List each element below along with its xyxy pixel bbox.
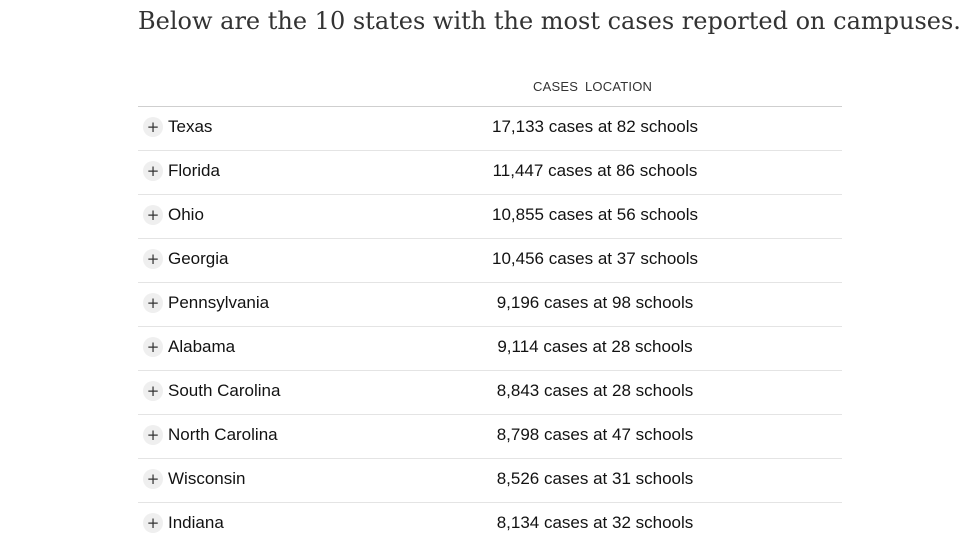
cases-summary: 17,133 cases at 82 schools [491,117,699,136]
expand-icon[interactable]: + [143,293,163,313]
table-row[interactable]: + Ohio 10,855 cases at 56 schools [138,195,842,239]
expand-icon[interactable]: + [143,381,163,401]
table-row[interactable]: + Florida 11,447 cases at 86 schools [138,151,842,195]
intro-text: Below are the 10 states with the most ca… [138,7,961,35]
table-row[interactable]: + Texas 17,133 cases at 82 schools [138,107,842,151]
cases-summary: 9,114 cases at 28 schools [497,337,693,356]
state-name: Alabama [168,337,236,356]
cases-summary: 8,843 cases at 28 schools [496,381,694,400]
cases-summary: 9,196 cases at 98 schools [496,293,694,312]
state-name: Texas [168,117,213,136]
cases-summary: 10,855 cases at 56 schools [491,205,699,224]
cases-summary: 10,456 cases at 37 schools [491,249,699,268]
state-name: Wisconsin [168,469,246,488]
state-name: Georgia [168,249,229,268]
state-name: North Carolina [168,425,278,444]
expand-icon[interactable]: + [143,161,163,181]
expand-icon[interactable]: + [143,513,163,533]
table-row[interactable]: + Pennsylvania 9,196 cases at 98 schools [138,283,842,327]
state-name: South Carolina [168,381,281,400]
table-row[interactable]: + Wisconsin 8,526 cases at 31 schools [138,459,842,503]
table-body: + Texas 17,133 cases at 82 schools + Flo… [138,107,842,546]
expand-icon[interactable]: + [143,117,163,137]
cases-summary: 11,447 cases at 86 schools [492,161,698,180]
expand-icon[interactable]: + [143,337,163,357]
expand-icon[interactable]: + [143,469,163,489]
table-row[interactable]: + Alabama 9,114 cases at 28 schools [138,327,842,371]
table-row[interactable]: + Indiana 8,134 cases at 32 schools [138,503,842,546]
table-header: CASES LOCATION [138,72,842,107]
expand-icon[interactable]: + [143,425,163,445]
header-location: LOCATION [585,79,653,94]
state-name: Ohio [168,205,204,224]
cases-summary: 8,134 cases at 32 schools [496,513,694,532]
state-name: Indiana [168,513,224,532]
state-name: Pennsylvania [168,293,270,312]
cases-summary: 8,798 cases at 47 schools [496,425,694,444]
table-row[interactable]: + Georgia 10,456 cases at 37 schools [138,239,842,283]
table-row[interactable]: + South Carolina 8,843 cases at 28 schoo… [138,371,842,415]
header-cases: CASES [533,79,579,94]
campus-cases-table: CASES LOCATION + Texas 17,133 cases at 8… [138,72,842,546]
expand-icon[interactable]: + [143,205,163,225]
table-row[interactable]: + North Carolina 8,798 cases at 47 schoo… [138,415,842,459]
cases-summary: 8,526 cases at 31 schools [496,469,694,488]
expand-icon[interactable]: + [143,249,163,269]
state-name: Florida [168,161,220,180]
